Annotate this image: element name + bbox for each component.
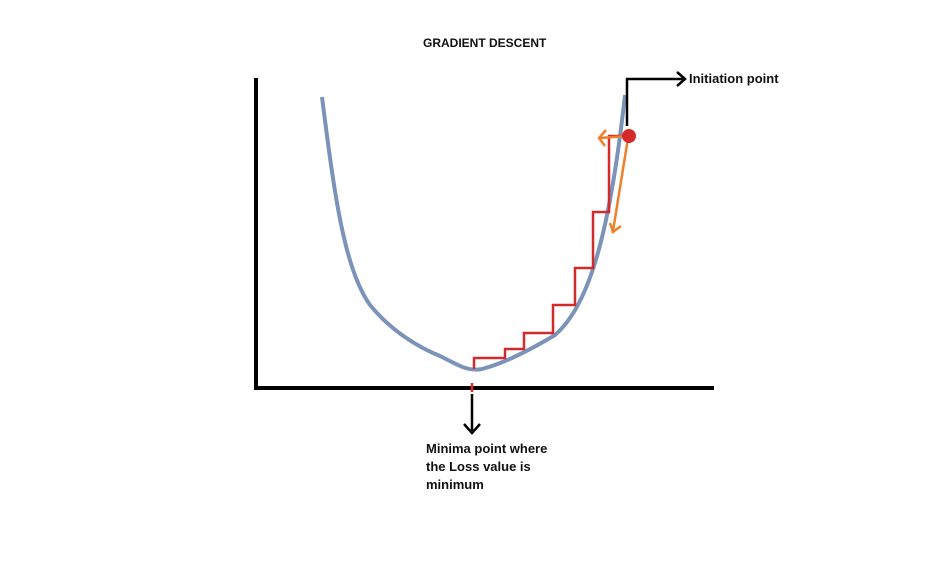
slope-arrow [611,137,630,232]
down-arrowhead [608,222,622,235]
minima-point-label: Minima point where the Loss value is min… [426,441,548,492]
loss-curve [320,94,627,372]
initiation-pointer [625,71,687,126]
left-arrowhead [597,129,607,147]
down-arrowhead-minima [463,423,481,435]
diagram-title: GRADIENT DESCENT [423,36,547,50]
initiation-point-marker [622,129,636,143]
minima-pointer [463,394,481,435]
descent-steps [472,134,628,369]
initiation-point-label: Initiation point [689,71,779,86]
right-arrowhead [676,71,687,87]
